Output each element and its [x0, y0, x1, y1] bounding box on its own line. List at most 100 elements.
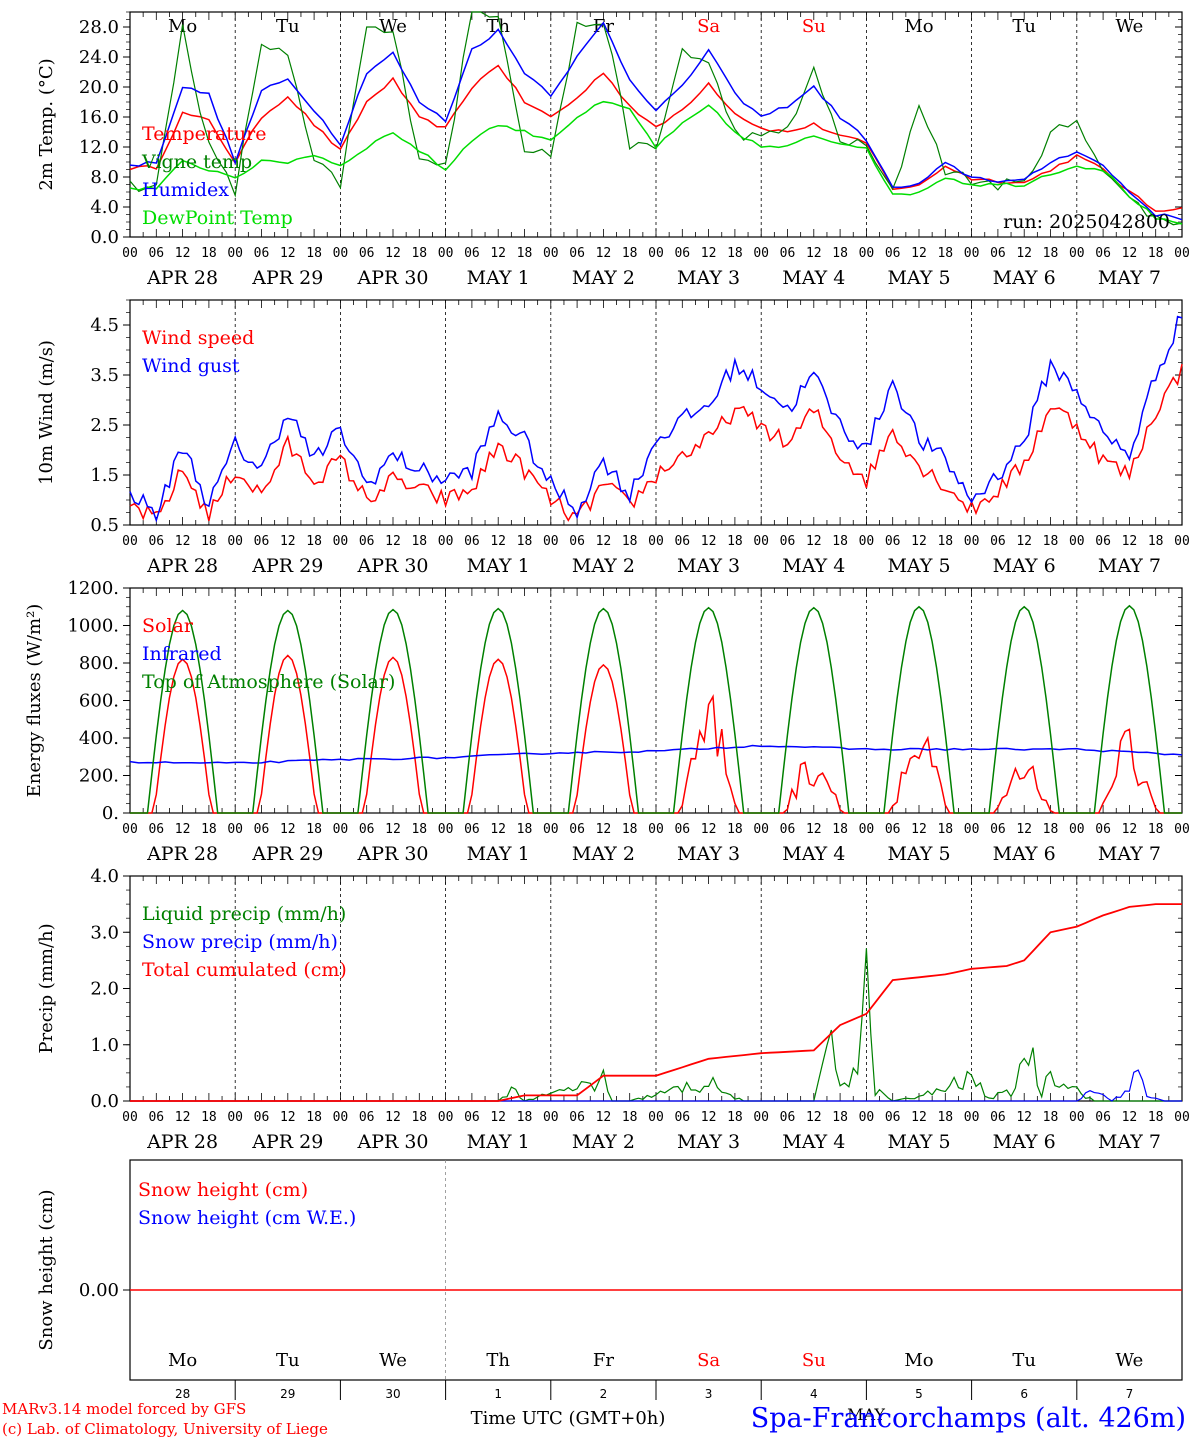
bottom-day-label: Sa	[697, 1350, 720, 1371]
hour-tick-label: 18	[306, 534, 322, 549]
date-label: MAY 6	[993, 843, 1056, 865]
hour-tick-label: 12	[1016, 822, 1032, 837]
hour-tick-label: 12	[385, 534, 401, 549]
hour-tick-label: 18	[727, 1110, 743, 1125]
hour-tick-label: 00	[648, 534, 664, 549]
model-credit: MARv3.14 model forced by GFS	[2, 1400, 246, 1418]
hour-tick-label: 12	[175, 246, 191, 261]
y-axis-title: Snow height (cm)	[36, 1189, 57, 1350]
hour-tick-label: 06	[569, 1110, 585, 1125]
hour-tick-label: 00	[122, 246, 138, 261]
date-label: MAY 3	[677, 1131, 740, 1153]
date-label: APR 30	[356, 555, 428, 577]
hour-tick-label: 12	[1016, 534, 1032, 549]
bottom-day-number: 7	[1126, 1387, 1134, 1401]
y-axis-title: Energy fluxes (W/m²)	[24, 604, 45, 798]
hour-tick-label: 00	[543, 534, 559, 549]
day-label: Tu	[1012, 16, 1036, 37]
hour-tick-label: 06	[1095, 1110, 1111, 1125]
hour-tick-label: 00	[333, 822, 349, 837]
hour-tick-label: 06	[254, 534, 270, 549]
hour-tick-label: 00	[543, 1110, 559, 1125]
hour-tick-label: 18	[411, 534, 427, 549]
hour-tick-label: 12	[911, 534, 927, 549]
legend-entry: Total cumulated (cm)	[142, 959, 347, 981]
hour-tick-label: 06	[990, 822, 1006, 837]
hour-tick-label: 06	[148, 246, 164, 261]
y-tick-label: 8.0	[90, 167, 119, 188]
hour-tick-label: 06	[990, 246, 1006, 261]
series-dewpoint-temp	[129, 100, 1183, 225]
hour-tick-label: 12	[911, 1110, 927, 1125]
legend-entry: DewPoint Temp	[142, 207, 293, 229]
day-label: Mo	[904, 16, 933, 37]
legend-entry: Top of Atmosphere (Solar)	[142, 671, 395, 693]
series-infrared	[129, 744, 1183, 764]
bottom-day-number: 6	[1020, 1387, 1028, 1401]
hour-tick-label: 12	[701, 246, 717, 261]
hour-tick-label: 18	[1148, 1110, 1164, 1125]
plot-frame	[129, 11, 1183, 238]
hour-tick-label: 18	[517, 822, 533, 837]
hour-tick-label: 12	[701, 822, 717, 837]
y-tick-label: 28.0	[79, 17, 119, 38]
hour-tick-label: 00	[753, 1110, 769, 1125]
day-label: Su	[802, 16, 826, 37]
bottom-day-label: Tu	[1012, 1350, 1036, 1371]
hour-tick-label: 06	[254, 822, 270, 837]
bottom-day-number: 5	[915, 1387, 923, 1401]
date-label: MAY 7	[1098, 267, 1161, 289]
panel-3	[123, 587, 1183, 814]
date-label: MAY 7	[1098, 555, 1161, 577]
hour-tick-label: 12	[175, 1110, 191, 1125]
hour-tick-label: 18	[1148, 246, 1164, 261]
day-label: Th	[486, 16, 510, 37]
hour-tick-label: 12	[490, 1110, 506, 1125]
hour-tick-label: 12	[490, 822, 506, 837]
hour-tick-label: 12	[596, 246, 612, 261]
date-label: APR 28	[146, 1131, 218, 1153]
hour-tick-label: 18	[517, 246, 533, 261]
hour-tick-label: 06	[990, 1110, 1006, 1125]
y-tick-label: 0.0	[90, 1091, 119, 1112]
series-top-of-atmosphere-solar-	[130, 604, 1182, 814]
date-label: APR 29	[251, 1131, 323, 1153]
hour-tick-label: 06	[569, 246, 585, 261]
hour-tick-label: 06	[780, 1110, 796, 1125]
y-tick-label: 400.	[79, 728, 119, 749]
hour-tick-label: 18	[411, 246, 427, 261]
hour-tick-label: 06	[885, 1110, 901, 1125]
hour-tick-label: 06	[780, 246, 796, 261]
date-label: MAY 3	[677, 555, 740, 577]
hour-tick-label: 06	[1095, 822, 1111, 837]
hour-tick-label: 00	[648, 246, 664, 261]
hour-tick-label: 18	[832, 1110, 848, 1125]
date-label: MAY 1	[467, 1131, 530, 1153]
hour-tick-label: 06	[674, 246, 690, 261]
hour-tick-label: 00	[227, 246, 243, 261]
hour-tick-label: 06	[569, 534, 585, 549]
panel-4	[123, 875, 1183, 1102]
bottom-day-number: 4	[810, 1387, 818, 1401]
hour-tick-label: 00	[543, 822, 559, 837]
hour-tick-label: 00	[333, 1110, 349, 1125]
bottom-day-number: 30	[385, 1387, 400, 1401]
bottom-day-number: 2	[600, 1387, 608, 1401]
panel-2	[123, 299, 1183, 526]
hour-tick-label: 12	[280, 534, 296, 549]
hour-tick-label: 12	[911, 246, 927, 261]
hour-tick-label: 18	[1148, 822, 1164, 837]
hour-tick-label: 18	[727, 246, 743, 261]
hour-tick-label: 00	[964, 246, 980, 261]
hour-tick-label: 18	[622, 246, 638, 261]
legend-entry: Snow height (cm)	[138, 1179, 308, 1201]
hour-tick-label: 18	[727, 822, 743, 837]
hour-tick-label: 18	[832, 534, 848, 549]
hour-tick-label: 18	[306, 246, 322, 261]
hour-tick-label: 12	[490, 534, 506, 549]
date-label: MAY 1	[467, 555, 530, 577]
hour-tick-label: 00	[122, 534, 138, 549]
hour-tick-label: 18	[937, 822, 953, 837]
date-label: MAY 3	[677, 843, 740, 865]
hour-tick-label: 12	[175, 534, 191, 549]
